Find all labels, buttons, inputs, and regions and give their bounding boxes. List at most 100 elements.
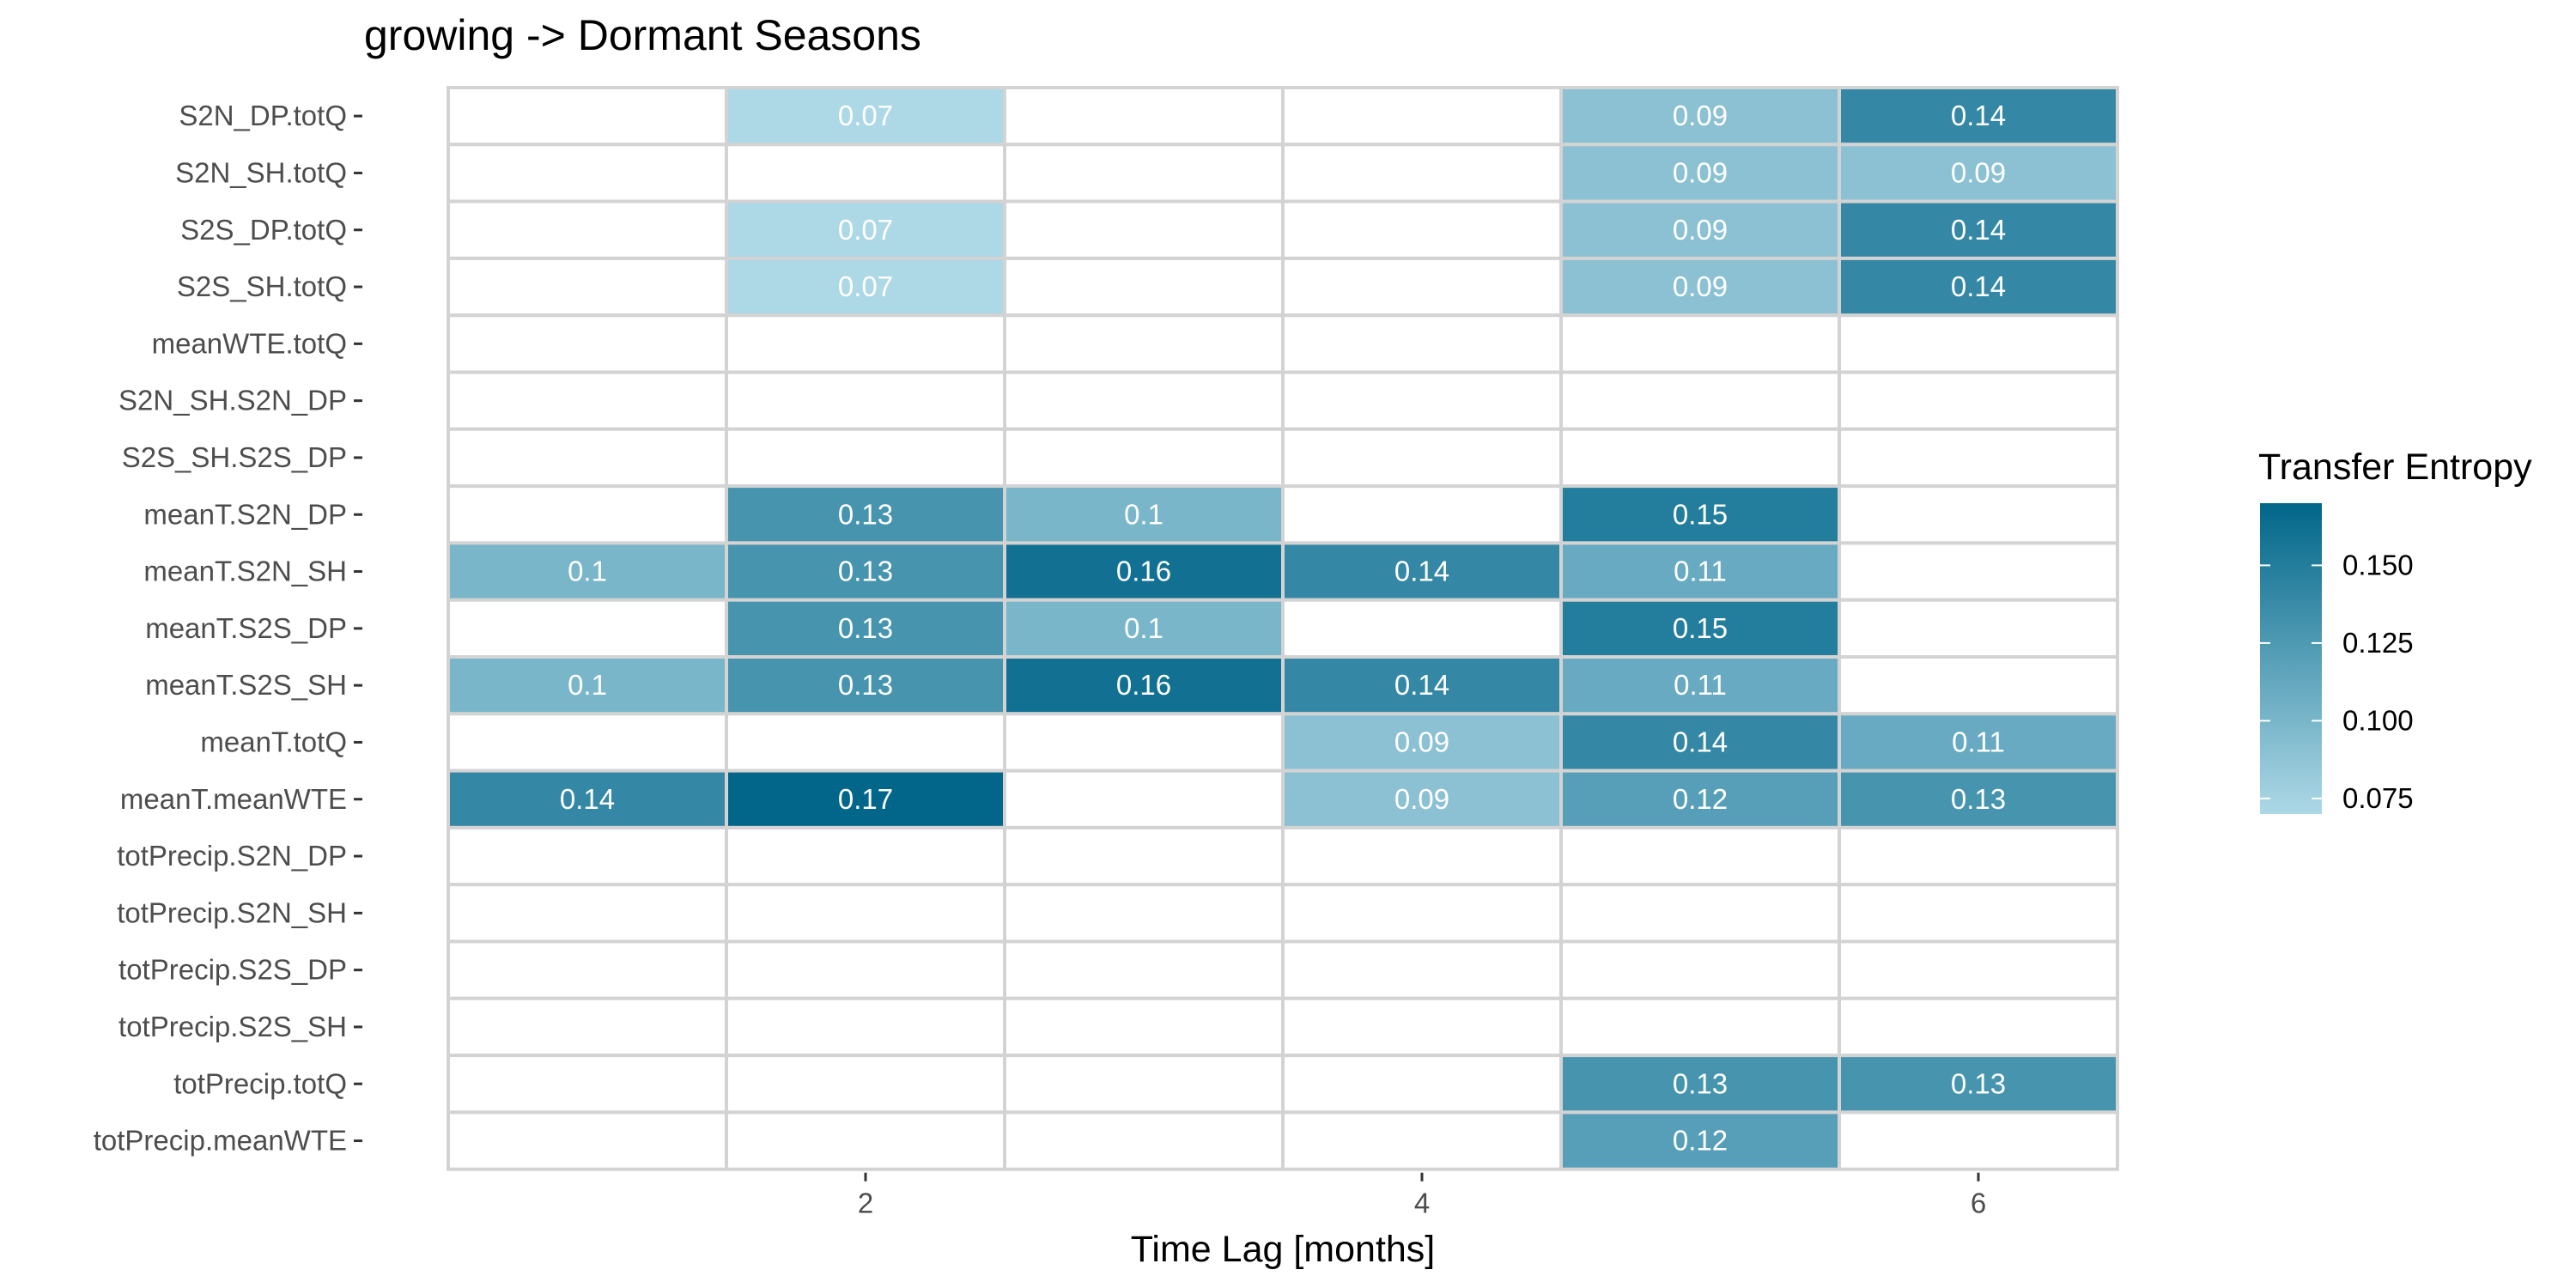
heatmap-cell xyxy=(1838,883,2119,944)
cell-value-label: 0.07 xyxy=(838,270,893,302)
heatmap-cell xyxy=(447,427,728,489)
heatmap-cell xyxy=(1559,427,1841,489)
heatmap-cell xyxy=(447,1054,728,1115)
heatmap-cell xyxy=(1838,541,2119,602)
heatmap-cell xyxy=(725,541,1006,602)
heatmap-cell xyxy=(1281,370,1563,431)
x-tick-label: 4 xyxy=(1414,1188,1430,1219)
y-tick-label: totPrecip.meanWTE xyxy=(94,1125,347,1157)
cell-value-label: 0.14 xyxy=(1673,726,1728,757)
heatmap-cell xyxy=(1838,484,2119,545)
heatmap-cell xyxy=(1838,598,2119,659)
legend-tick-label: 0.100 xyxy=(2342,704,2414,736)
heatmap-cell xyxy=(447,143,728,204)
heatmap-cell xyxy=(447,883,728,944)
heatmap-cell xyxy=(447,769,728,829)
cell-value-label: 0.11 xyxy=(1674,669,1727,701)
heatmap-cell xyxy=(1281,86,1563,147)
cell-value-label: 0.16 xyxy=(1116,669,1171,701)
cell-value-label: 0.14 xyxy=(1951,100,2006,131)
heatmap-cell xyxy=(447,939,728,1000)
cell-value-label: 0.09 xyxy=(1673,270,1728,302)
legend-tick-label: 0.125 xyxy=(2342,627,2414,659)
legend-tick-label: 0.075 xyxy=(2342,782,2414,814)
cell-value-label: 0.14 xyxy=(560,783,615,815)
cell-value-label: 0.07 xyxy=(838,100,893,131)
cell-value-label: 0.12 xyxy=(1673,783,1728,815)
heatmap-cell xyxy=(1281,996,1563,1058)
heatmap-cell xyxy=(1281,598,1563,659)
heatmap-cell xyxy=(1003,427,1285,489)
heatmap-cell xyxy=(725,313,1006,374)
heatmap-cell xyxy=(1838,996,2119,1058)
heatmap-cell xyxy=(447,484,728,545)
cell-value-label: 0.14 xyxy=(1951,270,2006,302)
heatmap-cell xyxy=(447,598,728,659)
heatmap-cell xyxy=(1003,370,1285,431)
heatmap-cell xyxy=(1003,256,1285,318)
cell-value-label: 0.1 xyxy=(1124,498,1163,530)
cell-value-label: 0.09 xyxy=(1394,726,1449,757)
heatmap-cell xyxy=(1559,1110,1841,1171)
heatmap-cell xyxy=(1281,883,1563,944)
heatmap-cell xyxy=(1838,655,2119,716)
heatmap-cell xyxy=(447,712,728,773)
y-tick-label: meanT.S2S_SH xyxy=(145,669,347,701)
heatmap-cell xyxy=(1559,939,1841,1000)
heatmap-cell xyxy=(725,1110,1006,1171)
cell-value-label: 0.09 xyxy=(1394,783,1449,815)
heatmap-cell xyxy=(1281,484,1563,545)
heatmap-cell xyxy=(1003,199,1285,260)
legend-colorbar xyxy=(2260,503,2322,814)
y-tick-label: meanT.totQ xyxy=(200,726,347,757)
heatmap-cell xyxy=(1838,370,2119,431)
heatmap-cell xyxy=(725,712,1006,773)
heatmap-cell xyxy=(1281,427,1563,489)
heatmap-cell xyxy=(1003,598,1285,659)
heatmap-cell xyxy=(1559,256,1841,318)
heatmap-cell xyxy=(1559,883,1841,944)
heatmap-cell xyxy=(1281,313,1563,374)
legend-ticks: 0.075 0.100 0.125 0.150 xyxy=(2260,549,2414,814)
heatmap-cell xyxy=(1559,541,1841,602)
cell-value-label: 0.13 xyxy=(838,498,893,530)
heatmap-cell xyxy=(725,1054,1006,1115)
cell-value-label: 0.1 xyxy=(1124,612,1163,644)
y-tick-label: S2N_DP.totQ xyxy=(179,100,347,131)
heatmap-cell xyxy=(725,883,1006,944)
y-tick-label: meanWTE.totQ xyxy=(152,327,347,359)
cell-value-label: 0.09 xyxy=(1673,156,1728,188)
heatmap-cell xyxy=(725,370,1006,431)
heatmap-cell xyxy=(447,313,728,374)
y-tick-label: totPrecip.S2N_SH xyxy=(117,896,347,928)
heatmap-cell xyxy=(1838,1110,2119,1171)
heatmap-cell xyxy=(1559,655,1841,716)
y-tick-label: meanT.S2S_DP xyxy=(145,612,347,644)
heatmap-cell xyxy=(447,825,728,887)
heatmap-cell xyxy=(1559,825,1841,887)
heatmap-cell xyxy=(1838,427,2119,489)
x-tick-label: 2 xyxy=(858,1188,873,1219)
cell-value-label: 0.09 xyxy=(1673,100,1728,131)
heatmap-cell xyxy=(1003,1110,1285,1171)
y-axis-labels: S2N_DP.totQ S2N_SH.totQ S2S_DP.totQ S2S_SH.… xyxy=(94,100,362,1157)
heatmap-cell xyxy=(1003,769,1285,829)
x-tick-label: 6 xyxy=(1971,1188,1986,1219)
cell-value-label: 0.1 xyxy=(568,669,607,701)
heatmap-cell xyxy=(1003,143,1285,204)
heatmap-cell xyxy=(1838,712,2119,773)
heatmap-cell xyxy=(447,996,728,1058)
heatmap-cell xyxy=(1281,143,1563,204)
heatmap-cell xyxy=(1003,1054,1285,1115)
y-tick-label: totPrecip.totQ xyxy=(173,1067,347,1099)
heatmap-cell xyxy=(1838,313,2119,374)
heatmap-cell xyxy=(1838,256,2119,318)
cell-value-label: 0.13 xyxy=(838,612,893,644)
heatmap-cell xyxy=(1281,825,1563,887)
cell-value-label: 0.15 xyxy=(1673,612,1728,644)
heatmap-cell xyxy=(1838,939,2119,1000)
heatmap-cell xyxy=(1281,1054,1563,1115)
y-tick-label: meanT.S2N_DP xyxy=(143,498,347,530)
heatmap-cell xyxy=(447,370,728,431)
